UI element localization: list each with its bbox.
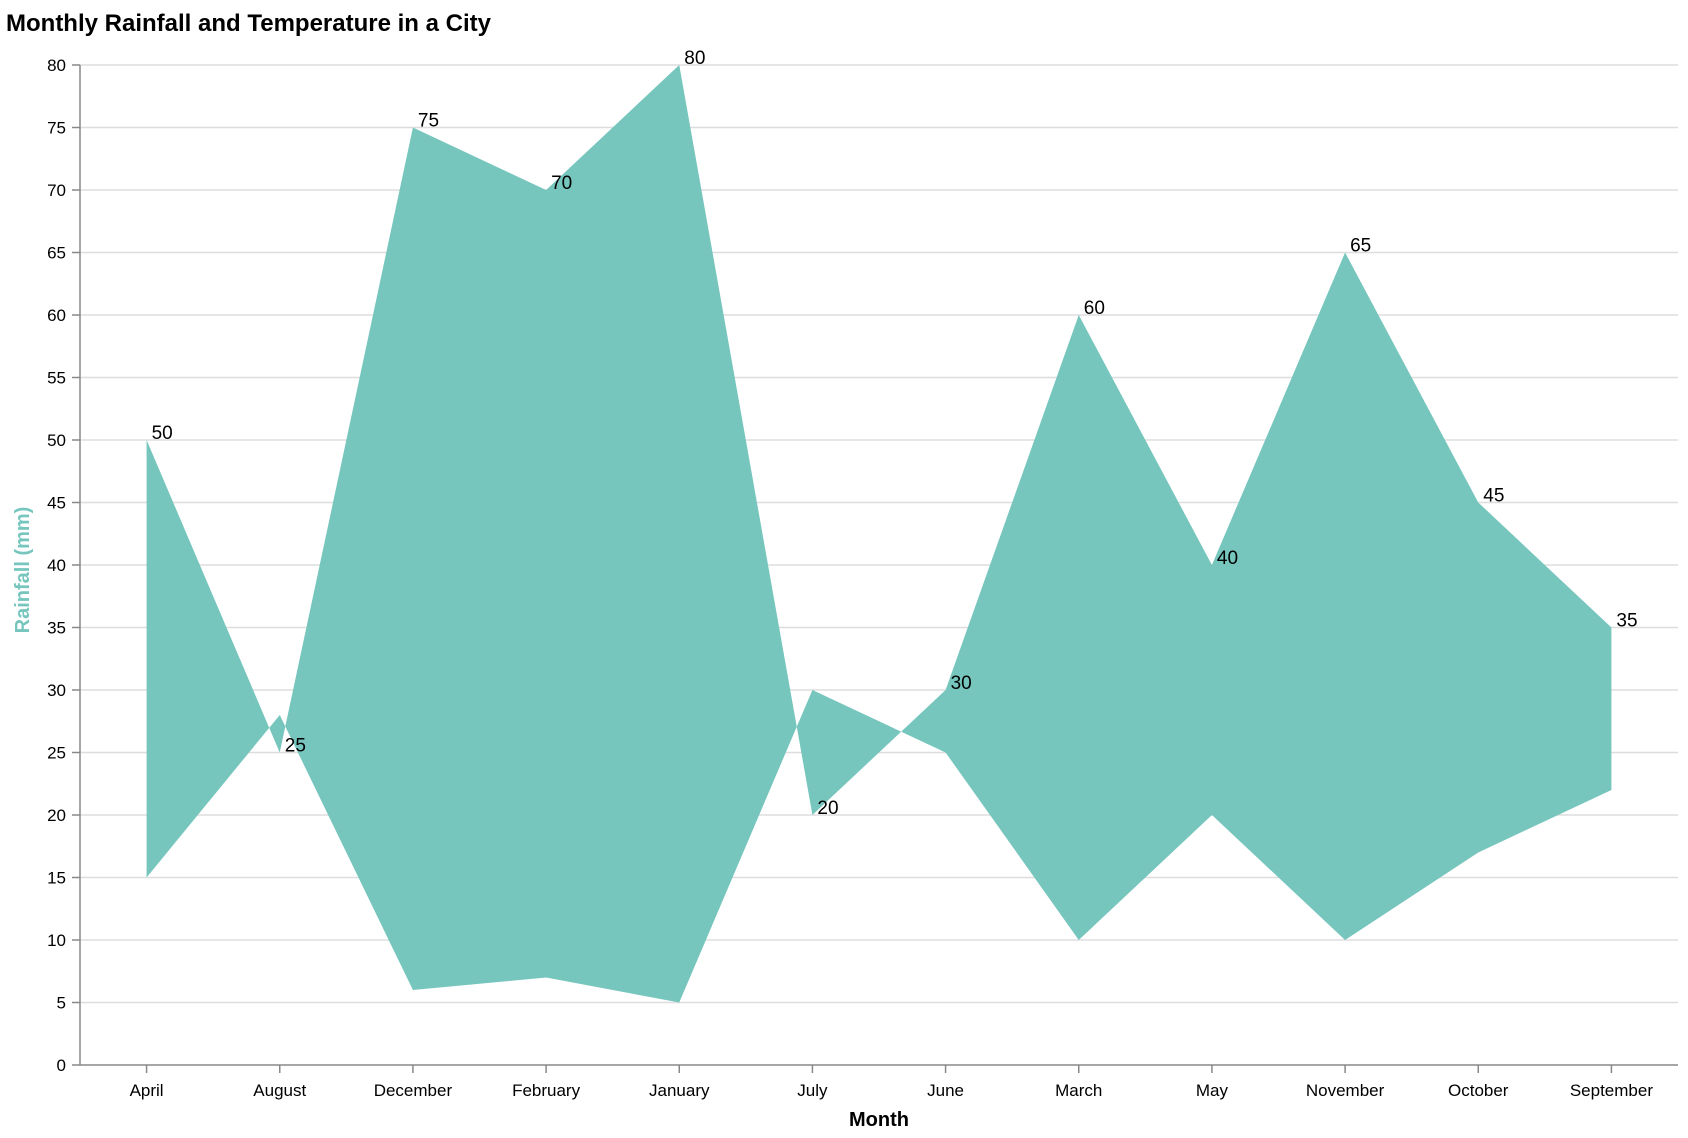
x-tick-label: June xyxy=(927,1081,964,1100)
x-tick-label: August xyxy=(253,1081,306,1100)
y-tick-label: 70 xyxy=(47,181,66,200)
data-labels: 50 25 75 70 80 20 30 60 40 65 45 35 xyxy=(152,48,1638,819)
data-label: 50 xyxy=(152,423,173,444)
y-tick-label: 75 xyxy=(47,119,66,138)
y-tick-label: 0 xyxy=(57,1056,66,1075)
data-label: 20 xyxy=(817,798,838,819)
x-tick-label: April xyxy=(130,1081,164,1100)
y-tick-label: 15 xyxy=(47,869,66,888)
x-tick-label: January xyxy=(649,1081,710,1100)
data-label: 60 xyxy=(1084,298,1105,319)
y-tick-label: 5 xyxy=(57,994,66,1013)
y-tick-label: 40 xyxy=(47,556,66,575)
data-label: 35 xyxy=(1616,611,1637,632)
x-tick-label: November xyxy=(1306,1081,1385,1100)
y-tick-label: 50 xyxy=(47,431,66,450)
y-tick-label: 80 xyxy=(47,56,66,75)
area-layer xyxy=(146,65,1612,1003)
x-tick-label: July xyxy=(797,1081,828,1100)
axes: 0 5 10 15 20 25 30 35 40 45 50 55 60 65 70 75 80 April Aug… xyxy=(47,56,1678,1100)
data-label: 45 xyxy=(1483,486,1504,507)
y-tick-label: 60 xyxy=(47,306,66,325)
x-tick-label: October xyxy=(1448,1081,1509,1100)
x-tick-label: May xyxy=(1196,1081,1229,1100)
y-tick-label: 45 xyxy=(47,494,66,513)
rainfall-area xyxy=(146,65,1612,1003)
x-axis-title: Month xyxy=(849,1109,909,1131)
data-label: 70 xyxy=(551,173,572,194)
data-label: 75 xyxy=(418,111,439,132)
y-tick-label: 55 xyxy=(47,369,66,388)
y-tick-label: 30 xyxy=(47,681,66,700)
x-tick-label: September xyxy=(1570,1081,1653,1100)
x-tick-label: March xyxy=(1055,1081,1102,1100)
data-label: 80 xyxy=(684,48,705,69)
data-label: 40 xyxy=(1217,548,1238,569)
chart-title: Monthly Rainfall and Temperature in a Ci… xyxy=(6,10,492,37)
y-tick-label: 25 xyxy=(47,744,66,763)
y-tick-label: 35 xyxy=(47,619,66,638)
y-axis-title: Rainfall (mm) xyxy=(12,507,34,634)
y-tick-label: 65 xyxy=(47,244,66,263)
x-tick-label: December xyxy=(374,1081,453,1100)
y-tick-label: 20 xyxy=(47,806,66,825)
data-label: 65 xyxy=(1350,236,1371,257)
x-tick-label: February xyxy=(512,1081,581,1100)
data-label: 30 xyxy=(951,673,972,694)
y-tick-label: 10 xyxy=(47,931,66,950)
data-label: 25 xyxy=(285,736,306,757)
